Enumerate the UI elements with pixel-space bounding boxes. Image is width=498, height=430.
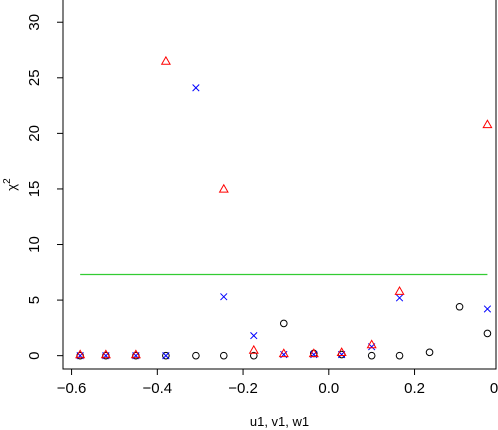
cross-point bbox=[162, 352, 170, 360]
y-tick-label: 15 bbox=[26, 181, 43, 198]
y-axis-title-superscript: 2 bbox=[2, 178, 13, 184]
triangle-point bbox=[100, 349, 111, 359]
x-axis-title: u1, v1, w1 bbox=[250, 414, 309, 429]
y-tick-label: 20 bbox=[26, 125, 43, 142]
y-tick-label: 25 bbox=[26, 69, 43, 86]
x-tick-label: 0.4 bbox=[490, 380, 498, 397]
triangle-point bbox=[278, 348, 289, 358]
y-tick-label: 30 bbox=[26, 14, 43, 31]
triangle-point bbox=[75, 349, 86, 359]
circle-point bbox=[279, 319, 288, 328]
cross-point bbox=[250, 332, 258, 340]
circle-point bbox=[483, 329, 492, 338]
x-tick-label: 0.0 bbox=[318, 380, 339, 397]
cross-point bbox=[483, 305, 492, 313]
plot-frame bbox=[62, 0, 497, 370]
triangle-point bbox=[366, 339, 377, 349]
y-axis-title: χ2 bbox=[2, 178, 19, 191]
axes: −0.6 −0.4 −0.2 0.0 0.2 0.4 0 5 10 15 20 25 30 bbox=[26, 0, 498, 397]
triangle-point bbox=[394, 285, 405, 295]
circle-point bbox=[425, 348, 434, 357]
cross-point bbox=[220, 293, 228, 301]
circle-point bbox=[367, 351, 376, 360]
circle-point bbox=[162, 351, 170, 360]
circle-point bbox=[219, 351, 228, 360]
cross-point bbox=[395, 294, 404, 302]
x-tick-label: −0.4 bbox=[143, 380, 173, 397]
circle-point bbox=[249, 351, 258, 360]
triangle-point bbox=[482, 119, 493, 129]
x-tick-label: −0.6 bbox=[57, 380, 87, 397]
circle-point bbox=[455, 302, 464, 311]
y-axis-title-base: χ bbox=[4, 184, 19, 191]
circle-point bbox=[192, 351, 200, 360]
circle-point bbox=[395, 351, 404, 360]
triangle-point bbox=[160, 55, 171, 65]
x-tick-label: −0.2 bbox=[228, 380, 258, 397]
data-marks bbox=[75, 55, 493, 360]
cross-point bbox=[192, 84, 200, 92]
triangle-point bbox=[336, 347, 347, 356]
triangle-point bbox=[308, 348, 319, 358]
triangle-point bbox=[130, 349, 141, 359]
x-tick-label: 0.2 bbox=[404, 380, 425, 397]
y-tick-label: 0 bbox=[26, 351, 43, 359]
y-tick-label: 5 bbox=[26, 296, 43, 304]
y-tick-label: 10 bbox=[26, 236, 43, 253]
triangle-point bbox=[248, 344, 259, 354]
triangle-point bbox=[218, 183, 229, 193]
